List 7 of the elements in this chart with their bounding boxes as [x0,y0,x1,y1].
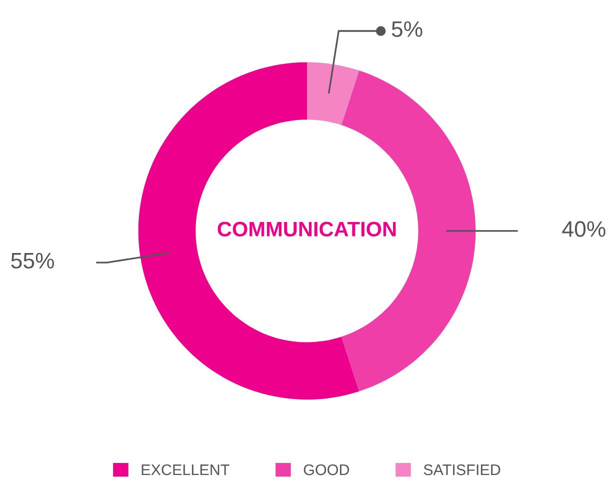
data-label: 5% [392,21,422,37]
data-label: 55% [11,252,54,269]
legend-label: GOOD [304,464,350,476]
text: COMMUNICATION [218,222,396,237]
legend-label: SATISFIED [424,464,500,476]
legend-label: EXCELLENT [142,464,230,476]
data-label: 40% [562,221,606,237]
